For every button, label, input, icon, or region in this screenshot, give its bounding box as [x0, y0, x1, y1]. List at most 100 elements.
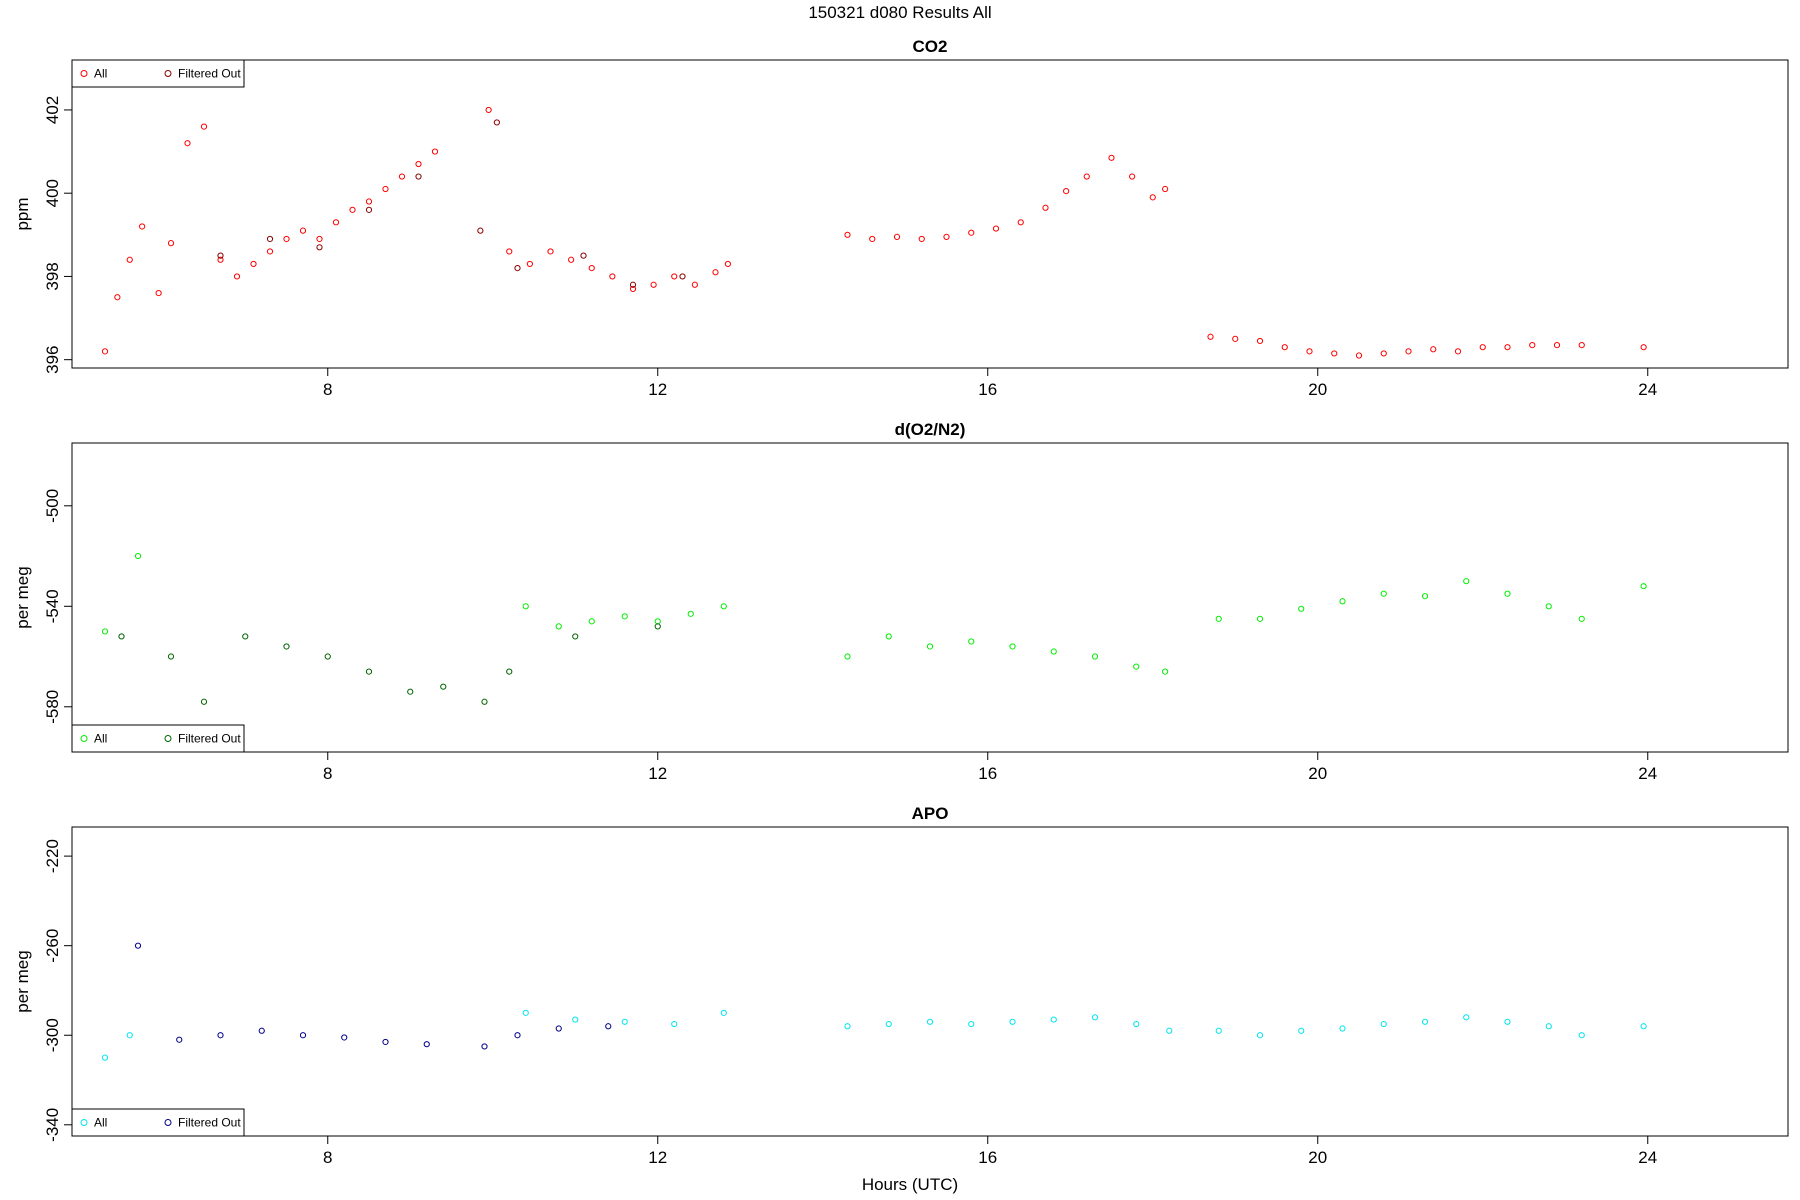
co2-y-tick-label: 400 — [43, 179, 62, 207]
co2-x-tick-label: 8 — [323, 380, 332, 399]
apo-data-point — [1640, 1023, 1647, 1030]
co2-data-point — [844, 231, 851, 238]
o2n2-data-point — [324, 653, 331, 660]
o2n2-data-point — [365, 668, 373, 675]
co2-data-point — [493, 119, 500, 126]
co2-data-point — [266, 248, 274, 255]
o2n2-series-all — [101, 552, 1647, 675]
apo-data-point — [1091, 1014, 1099, 1021]
o2n2-data-point — [522, 603, 529, 610]
o2n2-data-point — [621, 613, 628, 620]
co2-data-point — [382, 185, 389, 193]
apo-data-point — [926, 1018, 934, 1025]
o2n2-data-point — [1091, 653, 1099, 660]
co2-data-point — [568, 256, 575, 263]
co2-y-axis-label: ppm — [13, 197, 32, 230]
co2-data-point — [679, 273, 686, 280]
o2n2-data-point — [720, 603, 727, 610]
co2-x-tick-label: 16 — [978, 380, 997, 399]
o2n2-data-point — [506, 668, 513, 675]
apo-legend-filtered-label: Filtered Out — [178, 1116, 241, 1130]
o2n2-data-point — [1504, 590, 1511, 597]
apo-data-point — [1166, 1027, 1173, 1034]
apo-data-point — [1215, 1027, 1222, 1034]
co2-data-point — [1149, 194, 1156, 201]
apo-data-point — [605, 1023, 612, 1030]
o2n2-data-point — [440, 683, 447, 690]
co2-data-point — [629, 281, 637, 288]
co2-data-point — [1405, 348, 1412, 355]
apo-data-point — [176, 1036, 183, 1043]
apo-data-point — [1463, 1014, 1470, 1021]
co2-legend-filtered-marker — [164, 70, 172, 77]
apo-data-point — [481, 1043, 488, 1050]
co2-data-point — [485, 106, 492, 114]
o2n2-data-point — [1298, 605, 1305, 612]
o2n2-data-point — [687, 610, 694, 617]
co2-title: CO2 — [913, 37, 948, 56]
co2-series-all — [101, 106, 1647, 359]
o2n2-data-point — [1009, 643, 1016, 650]
apo-x-tick-label: 16 — [978, 1148, 997, 1167]
co2-data-point — [869, 235, 876, 243]
co2-data-point — [547, 248, 554, 255]
co2-data-point — [431, 148, 439, 155]
apo-y-axis-label: per meg — [13, 950, 32, 1012]
apo-data-point — [101, 1054, 109, 1061]
apo-data-point — [1339, 1025, 1346, 1032]
apo-data-point — [555, 1025, 562, 1032]
co2-data-point — [365, 206, 373, 213]
apo-data-point — [968, 1020, 975, 1028]
co2-data-point — [514, 265, 521, 272]
co2-data-point — [415, 160, 422, 168]
o2n2-legend-filtered-label: Filtered Out — [178, 732, 241, 746]
o2n2-data-point — [1050, 648, 1057, 655]
apo-data-point — [126, 1032, 133, 1039]
o2n2-data-point — [1380, 590, 1387, 597]
co2-data-point — [349, 206, 356, 213]
apo-x-tick-label: 20 — [1308, 1148, 1327, 1167]
o2n2-x-tick-label: 24 — [1638, 764, 1657, 783]
co2-data-point — [1162, 185, 1169, 193]
apo-data-point — [621, 1018, 628, 1025]
co2-data-point — [1479, 344, 1486, 351]
apo-panel: APO 8 12 16 20 24 -220 -260 -300 -340 per meg All Fi… — [13, 804, 1789, 1167]
apo-legend: All Filtered Out — [71, 1108, 245, 1137]
apo-data-point — [1050, 1016, 1057, 1023]
co2-legend-all-label: All — [94, 67, 107, 81]
co2-data-point — [477, 227, 484, 234]
co2-data-point — [943, 233, 950, 240]
o2n2-data-point — [1133, 663, 1140, 670]
co2-data-point — [968, 229, 975, 236]
co2-data-point — [1063, 188, 1070, 195]
o2n2-data-point — [167, 653, 175, 660]
o2n2-y-tick-label: -580 — [43, 690, 62, 724]
co2-data-point — [588, 265, 595, 272]
co2-data-point — [114, 294, 121, 301]
co2-data-point — [184, 140, 191, 147]
o2n2-data-point — [1640, 583, 1647, 590]
co2-x-tick-label: 12 — [648, 380, 667, 399]
co2-legend-filtered-label: Filtered Out — [178, 67, 241, 81]
o2n2-y-tick-label: -540 — [43, 589, 62, 623]
o2n2-data-point — [654, 618, 661, 625]
co2-data-point — [1281, 344, 1288, 351]
co2-data-point — [629, 285, 637, 293]
o2n2-legend: All Filtered Out — [71, 724, 245, 753]
o2n2-data-point — [1463, 578, 1470, 585]
co2-data-point — [1232, 335, 1239, 342]
co2-data-point — [1042, 204, 1049, 211]
o2n2-data-point — [1545, 603, 1552, 610]
apo-data-point — [1256, 1032, 1264, 1039]
co2-data-point — [266, 235, 274, 243]
co2-data-point — [1380, 350, 1387, 357]
apo-data-point — [134, 942, 142, 949]
co2-data-point — [1256, 337, 1264, 345]
co2-data-point — [167, 240, 175, 247]
co2-data-point — [233, 273, 241, 280]
co2-data-point — [283, 235, 290, 243]
apo-data-point — [1298, 1027, 1305, 1034]
apo-legend-box — [71, 1108, 245, 1137]
apo-data-point — [522, 1009, 529, 1016]
o2n2-data-point — [118, 633, 125, 640]
